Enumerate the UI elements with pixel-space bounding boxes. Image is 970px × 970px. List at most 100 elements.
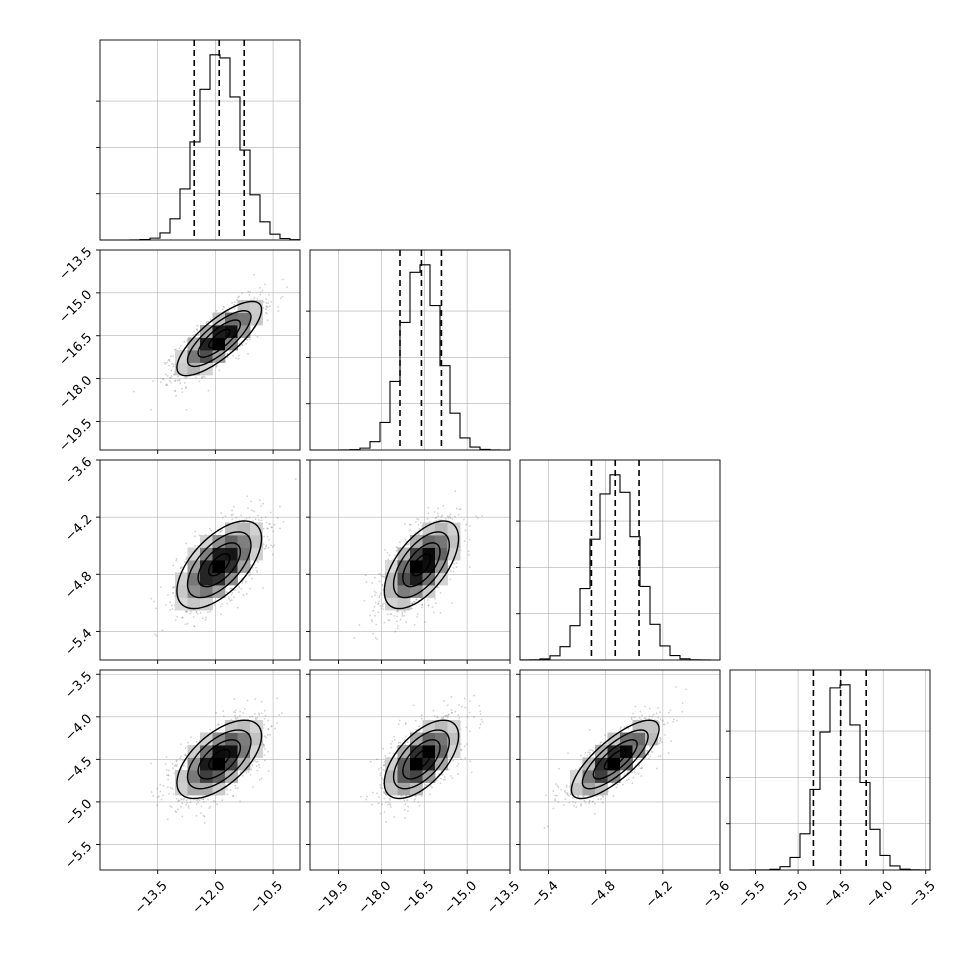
scatter-point	[416, 613, 419, 615]
density-cell	[175, 585, 188, 598]
scatter-point	[431, 786, 433, 789]
scatter-point	[268, 293, 270, 296]
scatter-point	[669, 709, 672, 712]
scatter-point	[239, 800, 242, 803]
scatter-point	[171, 763, 174, 765]
panel-content	[310, 460, 510, 660]
scatter-point	[358, 624, 361, 626]
scatter-point	[651, 715, 654, 718]
scatter-point	[241, 344, 244, 347]
density-cell	[422, 522, 436, 536]
scatter-point	[420, 717, 423, 720]
y-tick-label-p1-0: −19.5	[57, 416, 96, 455]
density-cell	[225, 535, 238, 548]
scatter-point	[170, 381, 172, 384]
density-cell	[397, 572, 411, 586]
scatter-point	[640, 767, 643, 770]
scatter-point	[267, 728, 270, 731]
scatter-point	[602, 801, 604, 804]
scatter-point	[247, 290, 250, 293]
scatter-point	[463, 540, 466, 542]
scatter-point	[649, 755, 652, 758]
scatter-point	[168, 364, 171, 367]
scatter-point	[164, 763, 167, 765]
scatter-point	[241, 582, 244, 584]
scatter-point	[430, 785, 432, 787]
density-cell	[212, 560, 226, 573]
scatter-point	[465, 726, 468, 729]
scatter-point	[391, 740, 394, 743]
scatter-point	[253, 759, 256, 762]
scatter-point	[375, 623, 378, 626]
scatter-point	[546, 825, 549, 828]
scatter-point	[240, 514, 242, 517]
scatter-point	[452, 567, 455, 569]
scatter-point	[435, 516, 438, 519]
scatter-point	[661, 720, 664, 723]
density-cell	[385, 782, 398, 796]
scatter-point	[382, 791, 385, 793]
scatter-point	[220, 613, 222, 616]
scatter-point	[257, 519, 260, 521]
scatter-point	[232, 795, 235, 798]
scatter-point	[373, 576, 376, 579]
scatter-point	[543, 826, 546, 829]
scatter-point	[590, 749, 593, 751]
scatter-point	[397, 723, 400, 726]
scatter-point	[263, 717, 266, 720]
scatter-point	[233, 303, 236, 306]
scatter-point	[564, 791, 566, 794]
scatter-point	[374, 594, 376, 597]
scatter-point	[218, 369, 221, 372]
scatter-point	[421, 603, 424, 606]
scatter-point	[207, 798, 209, 801]
x-tick-label-p1-3: −15.0	[441, 878, 480, 917]
scatter-point	[449, 517, 452, 519]
scatter-point	[170, 369, 173, 372]
scatter-point	[432, 709, 435, 712]
scatter-point	[170, 806, 173, 808]
scatter-point	[219, 530, 222, 533]
histogram-panel-2	[516, 459, 721, 661]
scatter-point	[159, 586, 162, 589]
density-cell	[225, 732, 238, 746]
scatter-point	[277, 305, 279, 308]
scatter-point	[394, 554, 396, 557]
scatter-point	[165, 383, 168, 386]
scatter-point	[169, 786, 172, 789]
scatter-point	[234, 714, 236, 717]
scatter-point	[584, 801, 587, 804]
scatter-point	[417, 533, 420, 536]
scatter-point	[178, 799, 181, 802]
scatter-point	[251, 764, 254, 766]
x-tick-label-p2-2: −4.2	[643, 878, 676, 911]
scatter-point	[166, 774, 168, 777]
scatter-point	[163, 361, 166, 364]
scatter-point	[179, 797, 182, 800]
scatter-point	[241, 774, 244, 777]
scatter-point	[404, 723, 407, 725]
x-tick-label-p2-3: −3.6	[700, 878, 733, 911]
scatter-point	[641, 714, 644, 717]
scatter-point	[648, 718, 651, 720]
scatter-point	[403, 799, 406, 802]
scatter-point	[223, 306, 225, 309]
scatter-point	[451, 518, 454, 520]
scatter-point	[267, 302, 270, 305]
scatter-point	[183, 797, 186, 800]
scatter-point	[389, 799, 391, 801]
density-cell	[212, 312, 226, 326]
y-tick-label-p1-1: −18.0	[57, 373, 96, 412]
scatter-point	[262, 527, 265, 530]
scatter-point	[166, 818, 169, 821]
density-cell	[200, 572, 213, 586]
scatter-point	[375, 591, 378, 594]
scatter-point	[371, 595, 374, 598]
scatter-point	[426, 599, 429, 601]
scatter-point	[234, 711, 237, 714]
scatter-point	[439, 612, 442, 614]
scatter-point	[434, 517, 437, 520]
density-cell	[200, 547, 213, 561]
scatter-point	[382, 768, 385, 771]
scatter-point	[417, 725, 420, 728]
